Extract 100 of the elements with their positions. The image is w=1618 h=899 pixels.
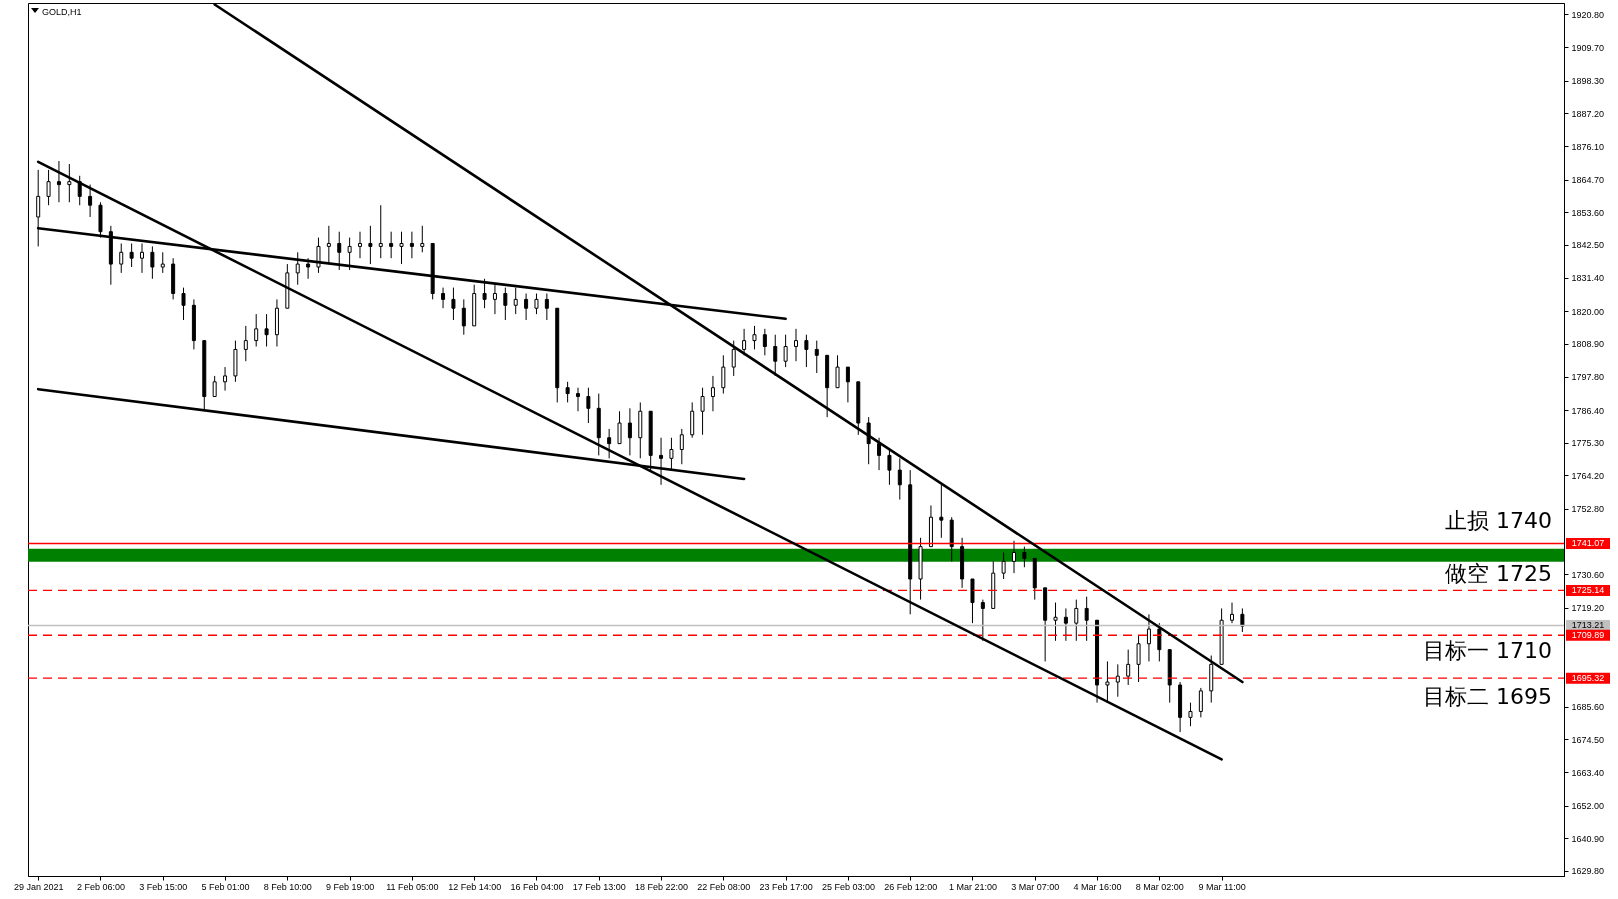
candlestick [669, 437, 674, 471]
x-tick-label: 8 Mar 02:00 [1135, 881, 1184, 892]
candlestick [980, 599, 985, 642]
candlestick [1146, 613, 1151, 662]
y-tick-label: 1864.70 [1571, 175, 1605, 186]
y-tick-label: 1797.80 [1571, 372, 1605, 383]
candlestick [586, 387, 591, 424]
y-tick-label: 1674.50 [1571, 734, 1605, 745]
y-tick-label: 1853.60 [1571, 207, 1605, 218]
x-tick-label: 12 Feb 14:00 [448, 881, 502, 892]
x-tick-label: 11 Feb 05:00 [386, 881, 439, 892]
candlestick [783, 334, 788, 368]
x-tick-label: 1 Mar 21:00 [948, 881, 997, 892]
candlestick [1063, 607, 1068, 642]
candlestick [316, 237, 321, 274]
ref-line-label: 1709.89 [1571, 630, 1605, 641]
x-tick-label: 2 Feb 06:00 [76, 881, 125, 892]
x-tick-label: 22 Feb 08:00 [697, 881, 751, 892]
candlestick [627, 407, 632, 456]
annotation: 止损 1740 [1445, 508, 1552, 533]
candlestick [752, 325, 757, 350]
candlestick [970, 578, 975, 624]
candlestick [254, 313, 259, 347]
x-tick-label: 5 Feb 01:00 [201, 881, 250, 892]
candlestick [939, 484, 944, 539]
candlestick [129, 242, 134, 268]
y-tick-label: 1775.30 [1571, 438, 1605, 449]
candlestick [1001, 552, 1006, 580]
candlestick [1126, 649, 1131, 686]
candlestick [441, 287, 446, 309]
x-tick-label: 8 Feb 10:00 [263, 881, 312, 892]
y-tick-label: 1820.00 [1571, 306, 1605, 317]
candlestick [119, 242, 124, 274]
candlestick [181, 287, 186, 321]
candlestick [88, 184, 93, 218]
y-tick-label: 1652.00 [1571, 801, 1605, 812]
candlestick [295, 251, 300, 286]
x-tick-label: 29 Jan 2021 [13, 881, 64, 892]
y-tick-label: 1685.60 [1571, 702, 1605, 713]
candlestick [690, 401, 695, 439]
candlestick [877, 437, 882, 471]
candlestick [150, 245, 155, 280]
candlestick [544, 293, 549, 321]
candlestick [1084, 596, 1089, 642]
x-tick-label: 3 Feb 15:00 [139, 881, 188, 892]
candlestick [814, 340, 819, 374]
x-tick-label: 26 Feb 12:00 [884, 881, 938, 892]
y-tick-label: 1909.70 [1571, 42, 1605, 53]
x-tick-label: 9 Mar 11:00 [1198, 881, 1246, 892]
candlestick [212, 375, 217, 398]
x-tick-label: 17 Feb 13:00 [572, 881, 626, 892]
candlestick [762, 328, 767, 356]
x-tick-label: 16 Feb 04:00 [510, 881, 564, 892]
x-tick-label: 23 Feb 17:00 [759, 881, 813, 892]
candlestick [140, 242, 144, 274]
candlestick [1022, 546, 1027, 568]
candlestick [420, 225, 425, 253]
candlestick [223, 366, 228, 392]
candlestick [565, 381, 570, 403]
y-tick-label: 1629.80 [1571, 866, 1605, 877]
candlestick [1074, 599, 1079, 642]
candlestick [347, 237, 352, 271]
candlestick [679, 428, 684, 465]
y-tick-label: 1663.40 [1571, 767, 1605, 778]
y-tick-label: 1752.80 [1571, 504, 1605, 515]
candlestick [1012, 540, 1016, 574]
y-tick-label: 1808.90 [1571, 339, 1605, 350]
candlestick [482, 278, 487, 309]
annotation: 做空 1725 [1445, 561, 1552, 586]
candlestick [1053, 602, 1058, 642]
y-tick-label: 1640.90 [1571, 833, 1605, 844]
y-tick-label: 1842.50 [1571, 240, 1605, 251]
candlestick [721, 354, 726, 395]
candlestick [1157, 622, 1162, 662]
candlestick [337, 231, 342, 271]
x-tick-label: 3 Mar 07:00 [1011, 881, 1060, 892]
y-tick-label: 1764.20 [1571, 470, 1605, 481]
candlestick [731, 340, 736, 377]
chart-title: GOLD,H1 [42, 7, 82, 17]
candlestick [503, 287, 508, 321]
candlestick [46, 169, 51, 206]
candlestick [887, 449, 892, 486]
candlestick [1136, 634, 1141, 683]
candlestick [1188, 702, 1193, 727]
x-tick-label: 9 Feb 19:00 [326, 881, 375, 892]
candlestick [845, 366, 850, 403]
candlestick [451, 287, 456, 321]
candlestick [389, 231, 394, 259]
y-tick-label: 1887.20 [1571, 108, 1605, 119]
candlestick [710, 375, 715, 412]
x-tick-label: 25 Feb 03:00 [821, 881, 875, 892]
candlestick [794, 328, 798, 362]
y-tick-label: 1719.20 [1571, 603, 1605, 614]
candlestick [1115, 663, 1120, 698]
candlestick [617, 410, 622, 445]
candlestick [368, 225, 373, 265]
x-tick-label: 18 Feb 22:00 [635, 881, 689, 892]
candlestick [1198, 687, 1203, 718]
ref-line-label: 1725.14 [1571, 585, 1605, 596]
candlestick [399, 231, 404, 265]
